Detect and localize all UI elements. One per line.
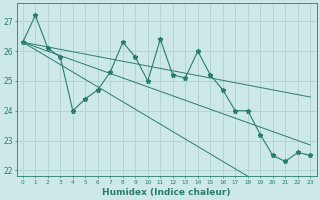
X-axis label: Humidex (Indice chaleur): Humidex (Indice chaleur) (102, 188, 231, 197)
